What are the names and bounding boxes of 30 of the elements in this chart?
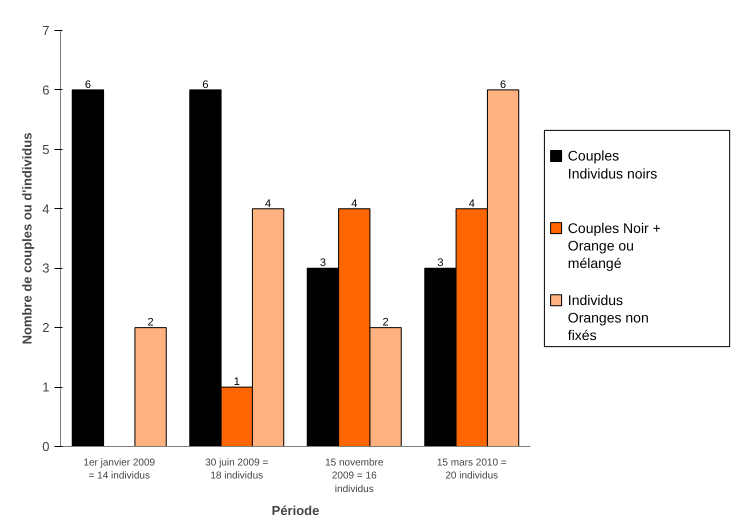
y-tick-label: 4 xyxy=(42,201,50,216)
y-tick-label: 1 xyxy=(42,380,50,395)
x-tick-label: 15 mars 2010 = 20 individus xyxy=(436,458,507,482)
x-tick-label: 30 juin 2009 = 18 individus xyxy=(205,458,268,482)
data-label: 6 xyxy=(500,78,506,91)
data-label: 2 xyxy=(148,316,154,329)
y-tick-label: 3 xyxy=(42,260,50,276)
x-tick-label: 15 novembre 2009 = 16 individus xyxy=(325,458,384,495)
data-label: 6 xyxy=(202,78,208,91)
bar xyxy=(72,89,104,446)
data-label: 4 xyxy=(265,198,272,210)
y-axis-title: Nombre de couples ou d'individus xyxy=(19,132,34,344)
data-label: 6 xyxy=(84,78,91,91)
x-axis-title: Période xyxy=(272,502,320,518)
data-label: 2 xyxy=(382,316,389,329)
x-tick-label: 1er janvier 2009 = 14 individus xyxy=(83,458,156,482)
data-label: 1 xyxy=(234,376,240,388)
data-label: 4 xyxy=(468,198,475,210)
data-label: 3 xyxy=(320,257,326,270)
data-label: 3 xyxy=(437,257,444,270)
data-label: 4 xyxy=(351,198,358,210)
y-tick-label: 2 xyxy=(42,320,50,336)
y-tick-label: 0 xyxy=(42,439,50,454)
legend-label: Couples Individus noirs xyxy=(568,148,658,182)
y-tick-label: 7 xyxy=(42,23,50,38)
y-tick-label: 5 xyxy=(42,142,50,157)
y-tick-label: 6 xyxy=(42,82,50,98)
legend-label: Individus Oranges non fixés xyxy=(568,292,649,344)
legend-label: Couples Noir + Orange ou mélangé xyxy=(568,220,661,271)
bar xyxy=(134,327,167,446)
